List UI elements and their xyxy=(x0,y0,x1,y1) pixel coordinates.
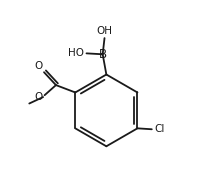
Text: OH: OH xyxy=(96,26,112,36)
Text: Cl: Cl xyxy=(154,124,165,134)
Text: O: O xyxy=(34,61,42,71)
Text: O: O xyxy=(34,92,42,102)
Text: B: B xyxy=(99,48,107,61)
Text: HO: HO xyxy=(68,48,84,58)
